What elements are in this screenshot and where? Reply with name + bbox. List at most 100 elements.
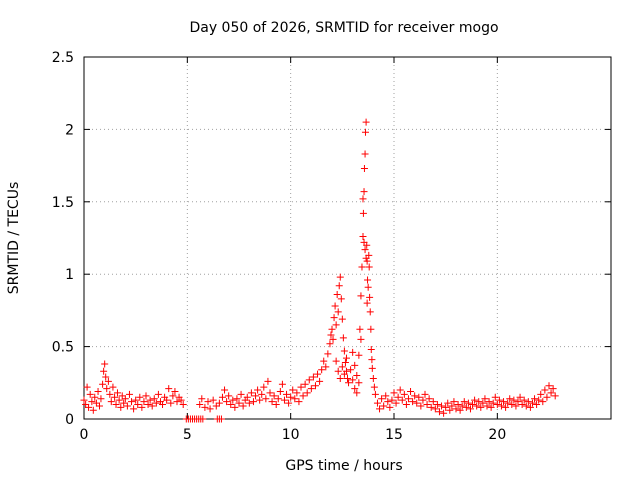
- data-point: [500, 398, 508, 406]
- data-point: [433, 401, 441, 409]
- data-point: [107, 398, 115, 406]
- data-point: [444, 399, 452, 407]
- data-point: [169, 392, 177, 400]
- data-point: [136, 393, 144, 401]
- data-point: [368, 364, 376, 372]
- data-point: [274, 395, 282, 403]
- data-point: [358, 263, 366, 271]
- data-point: [367, 345, 375, 353]
- data-point: [109, 383, 117, 391]
- data-point: [516, 393, 524, 401]
- data-point: [440, 409, 448, 417]
- data-point: [328, 325, 336, 333]
- data-point: [510, 396, 518, 404]
- data-point: [423, 401, 431, 409]
- data-point: [356, 325, 364, 333]
- data-point: [337, 295, 345, 303]
- data-point: [417, 402, 425, 410]
- data-point: [526, 403, 534, 411]
- data-point: [99, 380, 107, 388]
- data-point: [359, 209, 367, 217]
- data-point: [123, 402, 131, 410]
- data-point: [370, 383, 378, 391]
- data-point: [409, 398, 417, 406]
- data-point: [316, 377, 324, 385]
- data-point: [101, 360, 109, 368]
- data-point: [80, 396, 88, 404]
- x-axis-label: GPS time / hours: [285, 458, 402, 474]
- data-point: [291, 395, 299, 403]
- data-point: [245, 399, 253, 407]
- data-point: [522, 402, 530, 410]
- data-point: [340, 347, 348, 355]
- data-point: [120, 399, 128, 407]
- x-tick-label: 5: [183, 427, 192, 443]
- data-point: [311, 382, 319, 390]
- data-point: [366, 308, 374, 316]
- data-point: [518, 401, 526, 409]
- data-point: [360, 238, 368, 246]
- data-point: [338, 363, 346, 371]
- data-point: [206, 405, 214, 413]
- data-point: [411, 392, 419, 400]
- data-point: [179, 401, 187, 409]
- data-point: [392, 399, 400, 407]
- data-point: [359, 233, 367, 241]
- data-point: [336, 374, 344, 382]
- data-point: [413, 399, 421, 407]
- data-point: [497, 402, 505, 410]
- data-point: [355, 351, 363, 359]
- data-point: [196, 401, 204, 409]
- data-point: [483, 402, 491, 410]
- data-point: [167, 399, 175, 407]
- data-point: [431, 405, 439, 413]
- data-point: [331, 302, 339, 310]
- data-point: [235, 399, 243, 407]
- data-point: [504, 399, 512, 407]
- data-point: [344, 374, 351, 382]
- data-point: [332, 321, 340, 329]
- data-point: [322, 363, 330, 371]
- y-tick-label: 2: [65, 122, 74, 138]
- data-point: [318, 366, 326, 374]
- data-point: [338, 315, 346, 323]
- data-point: [347, 366, 355, 374]
- data-point: [332, 357, 340, 365]
- data-point: [295, 398, 303, 406]
- data-point: [342, 354, 350, 362]
- x-tick-labels: 0 5 10 15 20: [80, 427, 507, 443]
- y-tick-label: 0.5: [52, 340, 74, 356]
- data-point: [285, 399, 293, 407]
- data-point: [159, 401, 167, 409]
- data-point: [543, 393, 551, 401]
- y-tick-label: 2.5: [52, 50, 74, 66]
- data-point: [382, 392, 390, 400]
- data-point: [283, 390, 291, 398]
- data-point: [458, 402, 466, 410]
- data-point: [339, 334, 347, 342]
- data-point: [390, 389, 398, 397]
- data-point: [421, 390, 429, 398]
- y-axis-label: SRMTID / TECUs: [6, 182, 22, 295]
- data-point: [104, 377, 112, 385]
- data-point: [209, 396, 217, 404]
- data-point: [287, 393, 295, 401]
- data-point: [452, 405, 460, 413]
- data-point: [280, 396, 288, 404]
- data-point: [545, 382, 553, 390]
- data-point: [125, 390, 133, 398]
- data-point: [369, 374, 377, 382]
- data-point: [270, 392, 278, 400]
- data-point: [252, 392, 260, 400]
- data-point: [97, 395, 105, 403]
- x-tick-label: 20: [488, 427, 506, 443]
- data-point: [528, 399, 536, 407]
- data-point: [398, 396, 406, 404]
- data-point: [547, 389, 555, 397]
- data-point: [450, 398, 458, 406]
- data-point: [100, 367, 108, 375]
- data-point: [118, 392, 126, 400]
- data-point: [361, 246, 369, 254]
- data-point: [368, 356, 376, 364]
- data-point: [320, 357, 328, 365]
